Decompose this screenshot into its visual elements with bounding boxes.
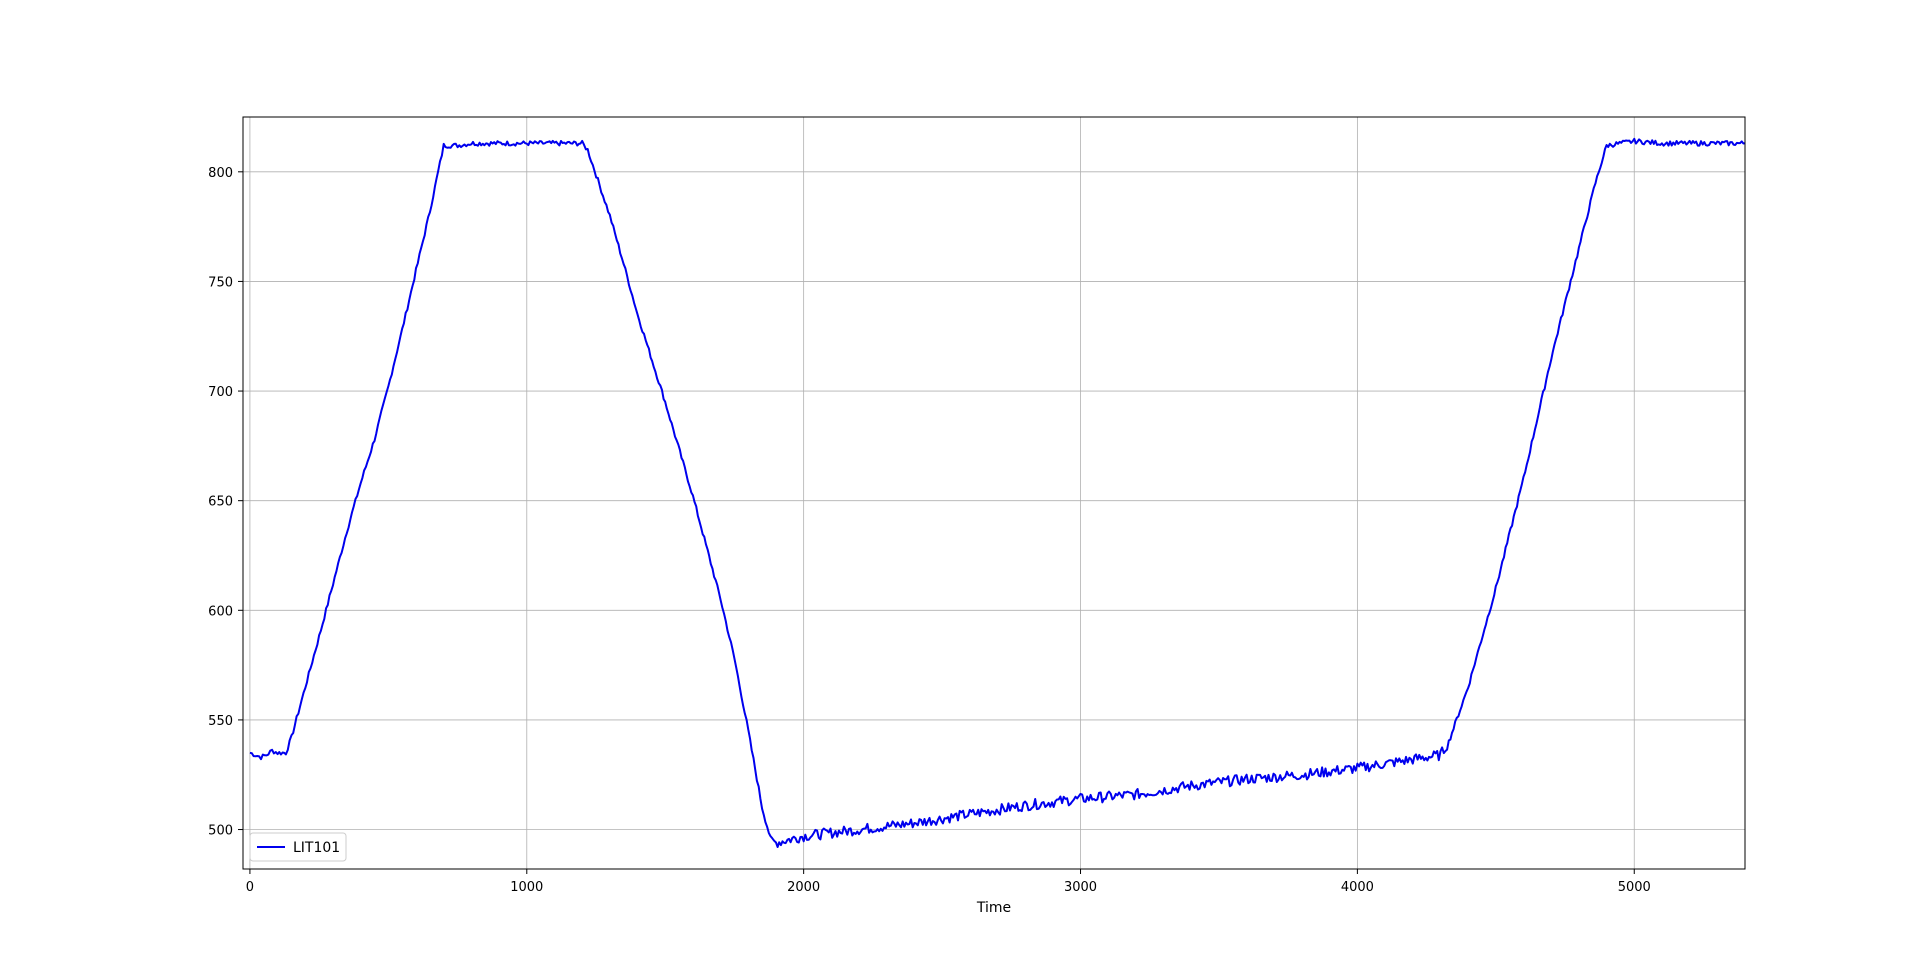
x-axis-ticks: 0 1000 2000 3000 4000 5000 bbox=[246, 869, 1651, 895]
y-tick-label: 550 bbox=[208, 714, 233, 729]
series-line-lit101 bbox=[249, 137, 1745, 848]
x-tick-label: 3000 bbox=[1064, 880, 1097, 895]
legend: LIT101 bbox=[249, 832, 347, 862]
plot-frame bbox=[242, 116, 1746, 870]
y-tick-label: 800 bbox=[208, 166, 233, 181]
x-tick-label: 1000 bbox=[510, 880, 543, 895]
x-tick-label: 4000 bbox=[1341, 880, 1374, 895]
x-tick-label: 0 bbox=[246, 880, 254, 895]
y-tick-label: 500 bbox=[208, 824, 233, 839]
legend-box bbox=[249, 832, 347, 862]
y-tick-label: 700 bbox=[208, 385, 233, 400]
y-axis-ticks: 500 550 600 650 700 750 800 bbox=[208, 166, 243, 839]
x-tick-label: 5000 bbox=[1618, 880, 1651, 895]
grid-lines bbox=[243, 117, 1745, 869]
x-tick-label: 2000 bbox=[787, 880, 820, 895]
series-layer bbox=[249, 137, 1745, 848]
legend-label: LIT101 bbox=[293, 840, 340, 856]
y-tick-label: 600 bbox=[208, 604, 233, 619]
x-axis-label: Time bbox=[976, 900, 1011, 916]
y-tick-label: 650 bbox=[208, 495, 233, 510]
y-tick-label: 750 bbox=[208, 275, 233, 290]
